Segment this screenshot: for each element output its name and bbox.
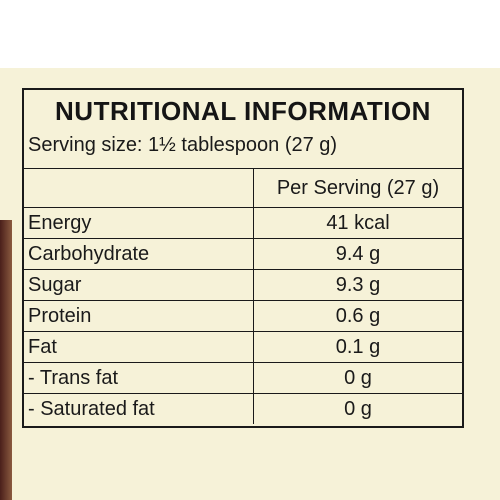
nutrient-row: Sugar 9.3 g xyxy=(24,269,462,301)
nutrient-value: 41 kcal xyxy=(253,207,462,239)
nutrient-value: 9.4 g xyxy=(253,238,462,270)
nutrient-name: - Trans fat xyxy=(24,362,254,394)
nutrient-row: Fat 0.1 g xyxy=(24,331,462,363)
nutrient-row: - Saturated fat 0 g xyxy=(24,393,462,424)
jar-edge xyxy=(0,220,12,500)
nutrient-row: Protein 0.6 g xyxy=(24,300,462,332)
nutrient-row: Energy 41 kcal xyxy=(24,207,462,239)
column-header: Per Serving (27 g) xyxy=(253,168,462,208)
nutrient-name: Fat xyxy=(24,331,254,363)
nutrient-name: Sugar xyxy=(24,269,254,301)
nutrient-name: - Saturated fat xyxy=(24,393,254,424)
header-row: Per Serving (27 g) xyxy=(24,168,462,208)
nutrition-table: Per Serving (27 g) Energy 41 kcal Carbohyd… xyxy=(24,168,462,424)
header-blank xyxy=(24,168,254,208)
nutrient-value: 0.1 g xyxy=(253,331,462,363)
nutrient-value: 9.3 g xyxy=(253,269,462,301)
nutrient-value: 0.6 g xyxy=(253,300,462,332)
nutrient-row: - Trans fat 0 g xyxy=(24,362,462,394)
serving-size: Serving size: 1½ tablespoon (27 g) xyxy=(28,134,338,156)
nutrient-value: 0 g xyxy=(253,362,462,394)
nutrient-name: Energy xyxy=(24,207,254,239)
nutrient-name: Protein xyxy=(24,300,254,332)
nutrient-name: Carbohydrate xyxy=(24,238,254,270)
nutrient-row: Carbohydrate 9.4 g xyxy=(24,238,462,270)
title: NUTRITIONAL INFORMATION xyxy=(55,96,431,126)
nutrition-box: NUTRITIONAL INFORMATION Serving size: 1½… xyxy=(22,88,464,428)
table-body: Per Serving (27 g) Energy 41 kcal Carbohyd… xyxy=(24,168,462,424)
nutrient-value: 0 g xyxy=(253,393,462,424)
